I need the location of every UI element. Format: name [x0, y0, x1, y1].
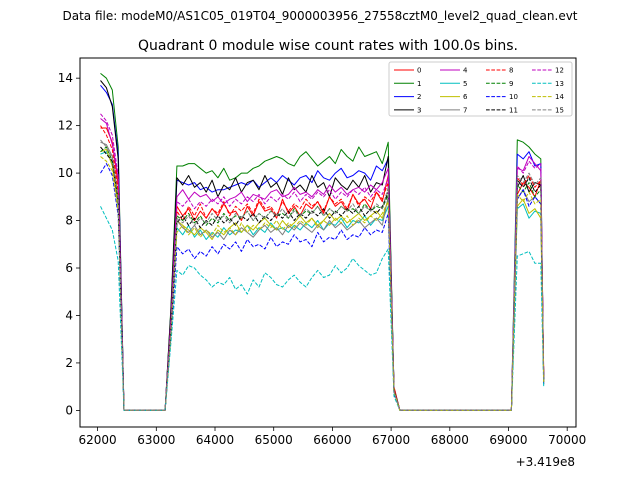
x-tick-label: 68000 [431, 433, 469, 447]
y-tick-label: 8 [65, 214, 73, 228]
legend-label-15: 15 [555, 106, 564, 114]
y-tick-label: 14 [58, 71, 73, 85]
x-tick-label: 70000 [548, 433, 586, 447]
legend-label-5: 5 [463, 80, 467, 88]
legend-label-3: 3 [417, 106, 421, 114]
series-line-11 [100, 146, 545, 411]
figure-suptitle: Data file: modeM0/AS1C05_019T04_90000039… [62, 9, 577, 23]
legend-label-6: 6 [463, 93, 468, 101]
x-tick-label: 65000 [255, 433, 293, 447]
y-tick-label: 6 [65, 261, 73, 275]
x-tick-label: 64000 [196, 433, 234, 447]
legend-label-8: 8 [509, 67, 513, 75]
legend-label-0: 0 [417, 67, 421, 75]
y-tick-label: 2 [65, 356, 73, 370]
x-axis-offset-label: +3.419e8 [516, 455, 575, 469]
legend-label-13: 13 [555, 80, 564, 88]
x-tick-label: 63000 [137, 433, 175, 447]
chart-title: Quadrant 0 module wise count rates with … [138, 38, 518, 54]
legend-box [388, 61, 573, 117]
y-tick-label: 0 [65, 403, 73, 417]
series-line-15 [100, 139, 545, 411]
legend-label-7: 7 [463, 106, 467, 114]
legend-label-10: 10 [509, 93, 518, 101]
y-tick-label: 12 [58, 119, 73, 133]
axes-group: 62000 63000 64000 65000 66000 67000 68000 69000… [58, 57, 586, 447]
series-line-14 [100, 156, 545, 411]
legend-label-11: 11 [509, 106, 518, 114]
y-tick-label: 4 [65, 308, 73, 322]
legend-label-12: 12 [555, 67, 564, 75]
y-tick-label: 10 [58, 166, 73, 180]
x-tick-label: 62000 [79, 433, 117, 447]
x-tick-label: 69000 [489, 433, 527, 447]
legend-label-9: 9 [509, 80, 513, 88]
legend-label-4: 4 [463, 67, 468, 75]
legend-label-1: 1 [417, 80, 421, 88]
x-tick-label: 66000 [313, 433, 351, 447]
series-line-13 [100, 206, 545, 411]
series-line-12 [100, 113, 545, 411]
x-tick-label: 67000 [372, 433, 410, 447]
legend-label-14: 14 [555, 93, 564, 101]
legend-label-2: 2 [417, 93, 421, 101]
axes-frame [79, 57, 577, 428]
series-group [100, 73, 545, 411]
